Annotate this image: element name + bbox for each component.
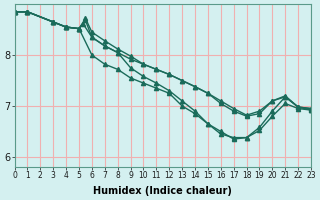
X-axis label: Humidex (Indice chaleur): Humidex (Indice chaleur) <box>93 186 232 196</box>
